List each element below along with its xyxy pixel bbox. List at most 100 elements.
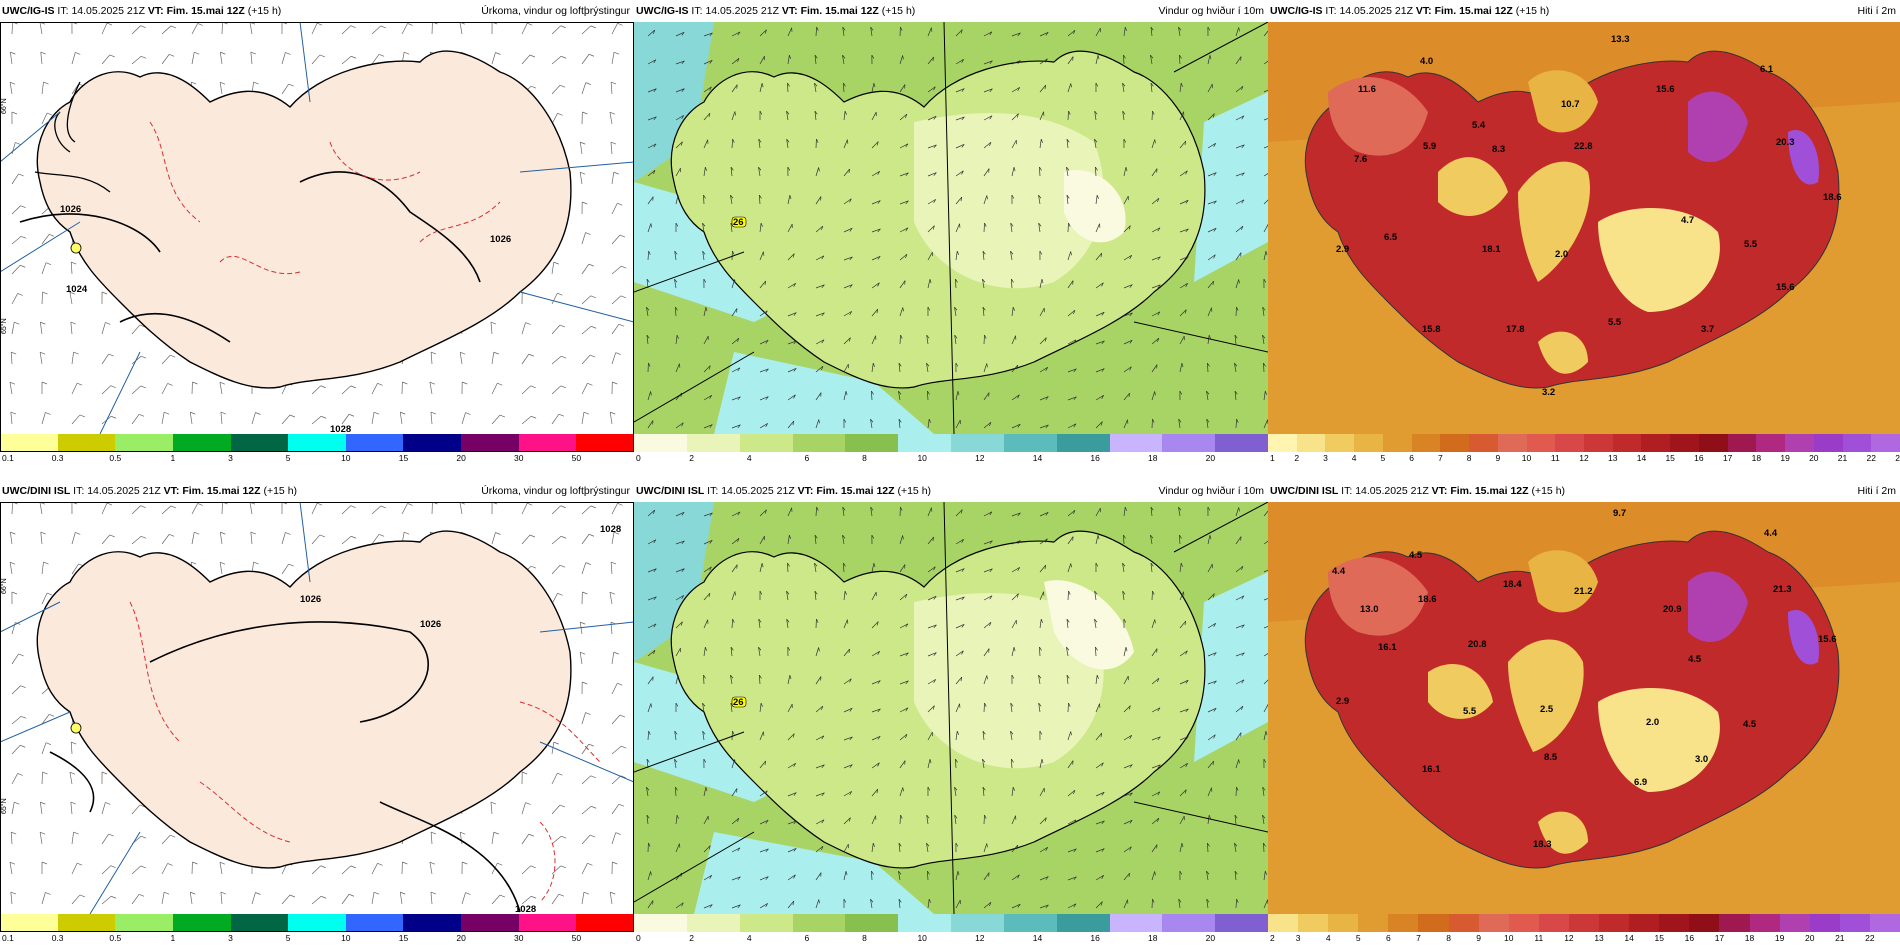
wind-arrow-head bbox=[961, 59, 964, 63]
panel-title: Úrkoma, vindur og loftþrýstingur bbox=[481, 485, 630, 497]
colorbar-tick-label: 13 bbox=[1594, 933, 1604, 943]
wind-arrow-head bbox=[1264, 870, 1267, 875]
wind-arrow-head bbox=[705, 787, 708, 792]
wind-arrow bbox=[1122, 111, 1125, 121]
colorbar-swatch bbox=[1056, 914, 1110, 932]
wind-arrow bbox=[1207, 707, 1217, 713]
wind-arrow-head bbox=[989, 511, 993, 516]
colorbar-tick-label: 17 bbox=[1714, 933, 1725, 943]
wind-arrow bbox=[675, 540, 685, 545]
wind-arrow bbox=[1263, 118, 1268, 121]
wind-arrow bbox=[1235, 759, 1240, 769]
contour-label: 1026 bbox=[60, 204, 81, 215]
wind-barb-flag bbox=[109, 54, 115, 58]
wind-arrow-head bbox=[1017, 904, 1021, 908]
wind-arrow-head bbox=[961, 539, 964, 543]
wind-arrow bbox=[843, 139, 848, 149]
wind-arrow bbox=[899, 55, 903, 65]
colorbar-tick-label: 4 bbox=[1351, 453, 1357, 463]
wind-arrow-head bbox=[675, 702, 679, 707]
wind-barb-flag bbox=[373, 891, 380, 895]
wind-arrow bbox=[983, 568, 993, 573]
wind-arrow bbox=[759, 29, 767, 37]
wind-arrow bbox=[843, 311, 852, 317]
wind-arrow bbox=[1066, 167, 1069, 177]
wind-arrow bbox=[954, 787, 957, 797]
colorbar-swatch bbox=[1599, 914, 1630, 932]
wind-arrow-head bbox=[737, 31, 741, 36]
wind-arrow bbox=[955, 29, 963, 37]
wind-arrow-head bbox=[764, 760, 767, 766]
wind-arrow-head bbox=[818, 647, 820, 652]
wind-arrow bbox=[898, 871, 901, 881]
wind-arrow bbox=[1263, 653, 1268, 657]
wind-arrow bbox=[955, 251, 958, 261]
wind-barb-flag bbox=[288, 83, 294, 87]
wind-barb bbox=[521, 54, 531, 65]
wind-arrow-head bbox=[1101, 820, 1105, 825]
gust-marker-label: 26 bbox=[733, 217, 744, 228]
wind-arrow bbox=[1235, 172, 1245, 177]
wind-arrow-head bbox=[1212, 280, 1215, 286]
wind-arrow-head bbox=[1045, 512, 1049, 516]
wind-arrow-head bbox=[876, 141, 879, 146]
wind-barb-flag bbox=[40, 321, 46, 325]
wind-barb-flag bbox=[139, 324, 146, 328]
wind-arrow-head bbox=[898, 842, 902, 847]
wind-barb bbox=[101, 353, 109, 365]
temp-value: 4.5 bbox=[1688, 654, 1702, 665]
temp-value: 10.7 bbox=[1561, 99, 1580, 110]
wind-arrow bbox=[1039, 111, 1044, 121]
colorbar-tick-label: 20 bbox=[1205, 933, 1216, 943]
wind-arrow bbox=[927, 731, 933, 741]
panel-title: Hiti í 2m bbox=[1857, 485, 1896, 497]
wind-barb bbox=[41, 714, 50, 725]
wind-arrow-head bbox=[708, 593, 711, 598]
wind-arrow-head bbox=[653, 29, 656, 34]
wind-arrow-head bbox=[932, 225, 935, 230]
wind-barb bbox=[609, 592, 613, 605]
wind-barb bbox=[281, 532, 286, 545]
wind-arrow-head bbox=[792, 901, 795, 906]
wind-arrow-head bbox=[928, 418, 931, 423]
colorbar-swatch bbox=[845, 914, 899, 932]
wind-arrow bbox=[1207, 143, 1216, 149]
wind-barb-flag bbox=[621, 745, 627, 749]
wind-arrow bbox=[1123, 846, 1132, 853]
it-value: 14.05.2025 21Z bbox=[705, 5, 779, 17]
vt-value: Fim. 15.mai 12Z bbox=[816, 485, 895, 497]
wind-arrow-head bbox=[1017, 567, 1021, 572]
temp-value: 8.5 bbox=[1544, 752, 1558, 763]
wind-arrow-head bbox=[1066, 646, 1070, 651]
colorbar-tick-label: 20 bbox=[1809, 453, 1819, 463]
wind-arrow bbox=[730, 167, 733, 177]
wind-arrow bbox=[1235, 144, 1245, 149]
wind-barb bbox=[581, 325, 592, 335]
wind-arrow bbox=[870, 899, 873, 909]
wind-barb bbox=[69, 292, 73, 305]
wind-arrow-head bbox=[737, 338, 740, 343]
wind-arrow bbox=[1123, 534, 1125, 545]
wind-barb-flag bbox=[253, 561, 259, 565]
colorbar-tick-label: 1 bbox=[170, 453, 176, 463]
wind-arrow-head bbox=[702, 250, 706, 255]
wind-arrow-head bbox=[709, 86, 712, 91]
wind-arrow bbox=[871, 141, 879, 149]
wind-arrow-head bbox=[845, 391, 848, 396]
wind-arrow bbox=[675, 88, 685, 93]
colorbar-swatch bbox=[1418, 914, 1450, 932]
wind-barb-flag bbox=[557, 772, 563, 776]
wind-barb bbox=[581, 412, 585, 425]
wind-arrow-head bbox=[849, 311, 853, 316]
wind-barb bbox=[311, 895, 322, 905]
wind-arrow bbox=[1123, 735, 1132, 741]
wind-barb-flag bbox=[609, 591, 616, 595]
wind-arrow-head bbox=[816, 26, 819, 31]
wind-arrow bbox=[1123, 899, 1128, 909]
wind-arrow bbox=[647, 539, 657, 545]
wind-arrow bbox=[702, 731, 705, 741]
wind-arrow bbox=[899, 593, 908, 601]
wind-barb bbox=[491, 894, 501, 905]
wind-arrow bbox=[843, 227, 853, 233]
wind-arrow-head bbox=[849, 227, 853, 232]
